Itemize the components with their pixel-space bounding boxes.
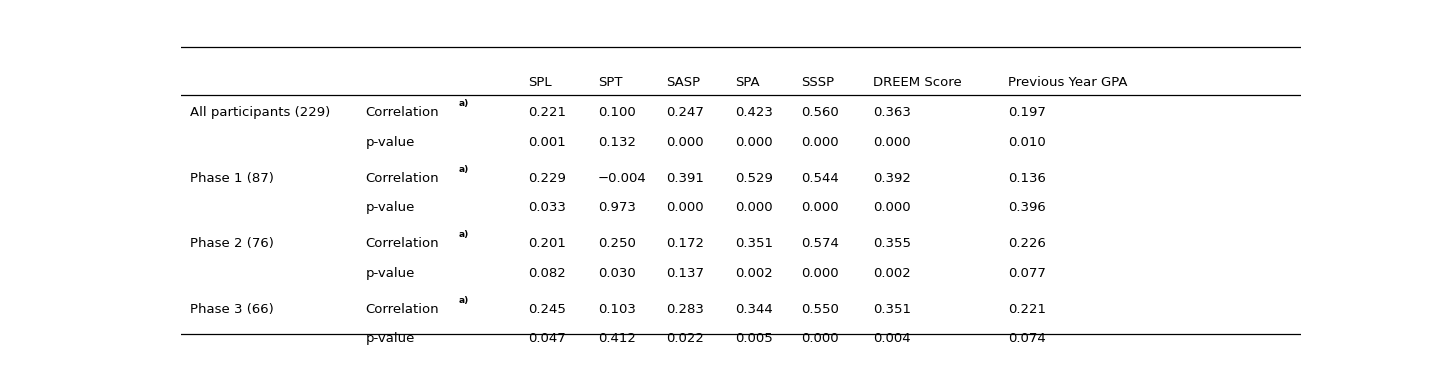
Text: Phase 1 (87): Phase 1 (87) xyxy=(189,172,273,185)
Text: 0.391: 0.391 xyxy=(667,172,704,185)
Text: 0.100: 0.100 xyxy=(597,107,635,119)
Text: 0.973: 0.973 xyxy=(597,201,635,214)
Text: All participants (229): All participants (229) xyxy=(189,107,330,119)
Text: 0.392: 0.392 xyxy=(873,172,911,185)
Text: Phase 2 (76): Phase 2 (76) xyxy=(189,237,273,251)
Text: SSSP: SSSP xyxy=(801,76,834,89)
Text: 0.344: 0.344 xyxy=(736,303,774,316)
Text: SASP: SASP xyxy=(667,76,700,89)
Text: 0.221: 0.221 xyxy=(528,107,567,119)
Text: 0.283: 0.283 xyxy=(667,303,704,316)
Text: SPA: SPA xyxy=(736,76,761,89)
Text: 0.197: 0.197 xyxy=(1008,107,1045,119)
Text: 0.529: 0.529 xyxy=(736,172,774,185)
Text: 0.221: 0.221 xyxy=(1008,303,1045,316)
Text: 0.000: 0.000 xyxy=(873,136,911,149)
Text: 0.001: 0.001 xyxy=(528,136,565,149)
Text: 0.226: 0.226 xyxy=(1008,237,1045,251)
Text: 0.000: 0.000 xyxy=(736,201,774,214)
Text: 0.412: 0.412 xyxy=(597,332,635,345)
Text: 0.363: 0.363 xyxy=(873,107,911,119)
Text: 0.574: 0.574 xyxy=(801,237,840,251)
Text: 0.000: 0.000 xyxy=(873,201,911,214)
Text: Correlation: Correlation xyxy=(366,237,440,251)
Text: 0.250: 0.250 xyxy=(597,237,635,251)
Text: 0.010: 0.010 xyxy=(1008,136,1045,149)
Text: Previous Year GPA: Previous Year GPA xyxy=(1008,76,1128,89)
Text: 0.137: 0.137 xyxy=(667,266,704,280)
Text: 0.030: 0.030 xyxy=(597,266,635,280)
Text: 0.351: 0.351 xyxy=(736,237,774,251)
Text: 0.103: 0.103 xyxy=(597,303,635,316)
Text: 0.082: 0.082 xyxy=(528,266,565,280)
Text: a): a) xyxy=(458,230,469,239)
Text: 0.077: 0.077 xyxy=(1008,266,1045,280)
Text: 0.396: 0.396 xyxy=(1008,201,1045,214)
Text: 0.544: 0.544 xyxy=(801,172,839,185)
Text: SPL: SPL xyxy=(528,76,552,89)
Text: a): a) xyxy=(458,296,469,305)
Text: Correlation: Correlation xyxy=(366,303,440,316)
Text: 0.351: 0.351 xyxy=(873,303,911,316)
Text: 0.000: 0.000 xyxy=(667,201,704,214)
Text: 0.560: 0.560 xyxy=(801,107,839,119)
Text: 0.245: 0.245 xyxy=(528,303,565,316)
Text: 0.002: 0.002 xyxy=(736,266,774,280)
Text: 0.047: 0.047 xyxy=(528,332,565,345)
Text: 0.004: 0.004 xyxy=(873,332,911,345)
Text: Correlation: Correlation xyxy=(366,172,440,185)
Text: 0.002: 0.002 xyxy=(873,266,911,280)
Text: 0.000: 0.000 xyxy=(667,136,704,149)
Text: 0.136: 0.136 xyxy=(1008,172,1045,185)
Text: 0.005: 0.005 xyxy=(736,332,774,345)
Text: p-value: p-value xyxy=(366,201,415,214)
Text: p-value: p-value xyxy=(366,136,415,149)
Text: DREEM Score: DREEM Score xyxy=(873,76,962,89)
Text: 0.022: 0.022 xyxy=(667,332,704,345)
Text: 0.172: 0.172 xyxy=(667,237,704,251)
Text: 0.247: 0.247 xyxy=(667,107,704,119)
Text: 0.000: 0.000 xyxy=(801,201,839,214)
Text: 0.355: 0.355 xyxy=(873,237,911,251)
Text: 0.074: 0.074 xyxy=(1008,332,1045,345)
Text: 0.229: 0.229 xyxy=(528,172,565,185)
Text: 0.423: 0.423 xyxy=(736,107,774,119)
Text: a): a) xyxy=(458,165,469,174)
Text: SPT: SPT xyxy=(597,76,622,89)
Text: 0.550: 0.550 xyxy=(801,303,840,316)
Text: 0.000: 0.000 xyxy=(801,266,839,280)
Text: Phase 3 (66): Phase 3 (66) xyxy=(189,303,273,316)
Text: 0.201: 0.201 xyxy=(528,237,565,251)
Text: 0.000: 0.000 xyxy=(801,136,839,149)
Text: −0.004: −0.004 xyxy=(597,172,646,185)
Text: 0.000: 0.000 xyxy=(801,332,839,345)
Text: 0.132: 0.132 xyxy=(597,136,636,149)
Text: 0.033: 0.033 xyxy=(528,201,565,214)
Text: p-value: p-value xyxy=(366,332,415,345)
Text: a): a) xyxy=(458,99,469,108)
Text: 0.000: 0.000 xyxy=(736,136,774,149)
Text: Correlation: Correlation xyxy=(366,107,440,119)
Text: p-value: p-value xyxy=(366,266,415,280)
